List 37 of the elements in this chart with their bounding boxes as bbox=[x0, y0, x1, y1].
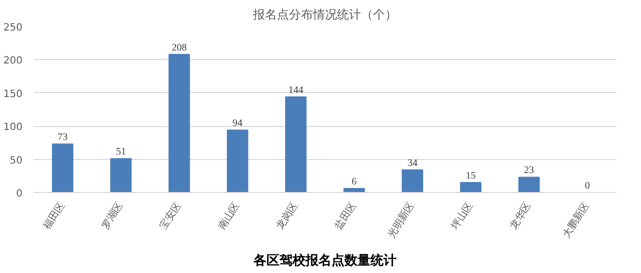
bar bbox=[110, 158, 132, 192]
data-label: 0 bbox=[584, 180, 590, 192]
bar bbox=[52, 144, 74, 192]
bar bbox=[285, 96, 307, 192]
data-label: 6 bbox=[352, 176, 357, 188]
y-tick-label: 150 bbox=[3, 88, 23, 100]
data-label: 34 bbox=[407, 158, 418, 169]
bar bbox=[518, 176, 540, 192]
y-tick-label: 100 bbox=[3, 122, 23, 134]
bar bbox=[168, 54, 190, 192]
x-tick-label: 龙岗区 bbox=[274, 200, 300, 232]
bar bbox=[402, 169, 424, 192]
x-tick-label: 光明新区 bbox=[385, 200, 418, 240]
x-tick-label: 福田区 bbox=[40, 200, 68, 232]
x-tick-label: 大鹏新区 bbox=[560, 200, 592, 240]
y-tick-label: 50 bbox=[10, 155, 23, 166]
bar bbox=[226, 130, 248, 192]
x-tick-label: 盐田区 bbox=[332, 200, 359, 232]
data-label: 23 bbox=[524, 165, 534, 176]
bar bbox=[460, 182, 482, 192]
chart-title: 报名点分布情况统计（个） bbox=[252, 8, 397, 22]
data-label: 144 bbox=[288, 84, 304, 96]
x-tick-label: 龙华区 bbox=[507, 200, 534, 232]
x-tick-label: 南山区 bbox=[216, 200, 242, 232]
data-label: 51 bbox=[116, 146, 126, 158]
bar bbox=[343, 188, 365, 192]
x-tick-label: 宝安区 bbox=[158, 200, 184, 232]
data-label: 15 bbox=[466, 170, 476, 182]
data-label: 73 bbox=[58, 132, 68, 144]
x-tick-label: 罗湖区 bbox=[99, 200, 126, 232]
text: 各区驾校报名点数量统计 bbox=[252, 252, 396, 268]
data-label: 208 bbox=[172, 42, 187, 54]
y-tick-label: 250 bbox=[3, 22, 23, 34]
y-tick-label: 0 bbox=[16, 188, 23, 200]
x-tick-label: 坪山区 bbox=[448, 200, 476, 233]
data-label: 94 bbox=[232, 118, 243, 130]
y-tick-label: 200 bbox=[3, 56, 23, 67]
